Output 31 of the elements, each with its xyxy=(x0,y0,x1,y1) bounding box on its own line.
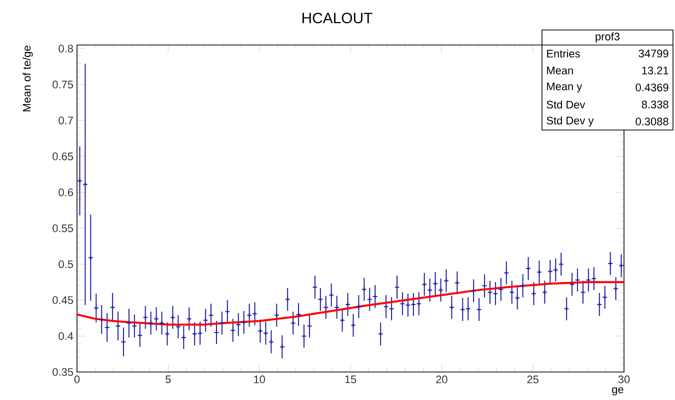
y-tick-label: 0.75 xyxy=(52,80,74,88)
x-tick-label: 30 xyxy=(618,376,630,384)
text: prof3 xyxy=(596,32,620,43)
x-tick-label: 15 xyxy=(345,376,356,384)
y-tick-label: 0.5 xyxy=(58,260,74,268)
y-axis-title: Mean of te/ge xyxy=(22,46,33,112)
x-tick-label: 0 xyxy=(74,376,80,384)
y-tick-label: 0.65 xyxy=(52,152,74,160)
text: 34799 xyxy=(638,50,668,58)
annotation: Entries xyxy=(547,49,580,58)
annotation: Mean y xyxy=(547,82,582,92)
y-tick-label: 0.55 xyxy=(52,224,74,232)
chart-title: HCALOUT xyxy=(302,12,372,24)
x-axis-title: ge xyxy=(612,387,624,396)
text: 8.338 xyxy=(642,100,668,108)
x-tick-label: 5 xyxy=(166,376,171,384)
y-tick-label: 0.6 xyxy=(58,188,73,196)
x-tick-label: 25 xyxy=(527,376,538,384)
x-tick-label: 20 xyxy=(436,376,448,384)
annotation: Std Dev y xyxy=(546,116,594,127)
annotation: Std Dev xyxy=(546,100,586,109)
y-tick-label: 0.4 xyxy=(58,332,74,340)
x-tick-label: 10 xyxy=(254,376,265,384)
y-tick-label: 0.7 xyxy=(58,116,73,124)
y-tick-label: 0.8 xyxy=(58,44,73,52)
y-tick-label: 0.35 xyxy=(52,368,74,376)
annotation: Mean xyxy=(547,66,573,74)
text: 0.4369 xyxy=(636,84,668,92)
text: 0.3088 xyxy=(636,118,668,126)
y-tick-label: 0.45 xyxy=(52,296,74,304)
text: 13.21 xyxy=(642,66,668,74)
